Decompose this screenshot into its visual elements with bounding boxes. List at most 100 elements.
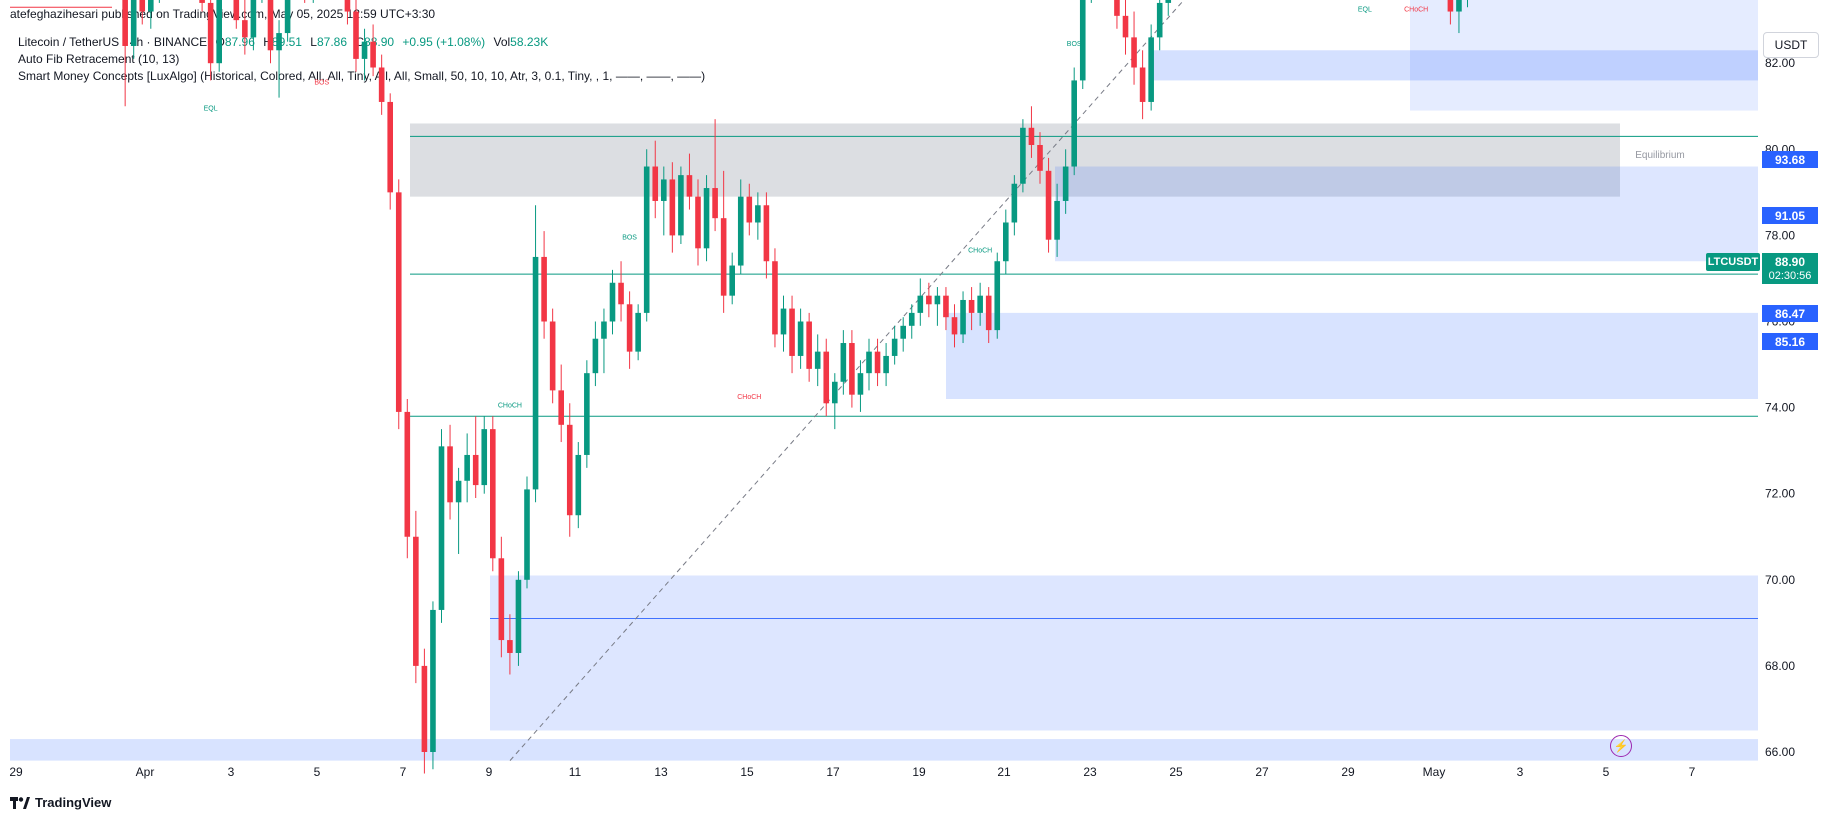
candle-body (1079, 0, 1086, 81)
structure-label: BOS (622, 235, 637, 242)
candle-body (720, 218, 727, 296)
labels-layer: PremiumEquilibriumBOSEQLEQHBOSCHoCHBOSCH… (204, 7, 1685, 410)
candle-body (695, 196, 701, 249)
candle-body (917, 295, 924, 313)
candle-body (1028, 127, 1035, 145)
candle-body (233, 0, 240, 21)
time-axis: 29 Apr 3 5 7 9 11 13 15 17 19 21 23 25 27 29 May 3 5 7 (9, 765, 1695, 779)
candle-body (857, 373, 864, 395)
demand-block-4 (10, 739, 1758, 761)
price-tick-label: 74.00 (1765, 401, 1795, 415)
candle-body (1447, 0, 1454, 12)
candle-body (404, 411, 411, 537)
candle-body (985, 295, 992, 331)
candle-body (746, 196, 753, 223)
price-tag-fib-2: 91.05 (1762, 207, 1818, 224)
candle-body (481, 429, 488, 486)
candle-body (524, 489, 530, 580)
candle-body (284, 0, 291, 34)
time-tick-label: 29 (9, 765, 23, 779)
candle-body (378, 67, 385, 102)
candle-body (250, 0, 257, 38)
candle-body (943, 295, 949, 318)
candle-body (661, 179, 667, 201)
candle-body (575, 454, 582, 516)
tradingview-logo[interactable]: TradingView (10, 795, 111, 810)
candle-body (1165, 0, 1172, 3)
time-tick-label: 27 (1255, 765, 1269, 779)
candle-body (874, 351, 881, 374)
candle-body (763, 205, 770, 262)
structure-label: BOS (314, 80, 329, 87)
candle-body (866, 351, 872, 374)
candle-body (797, 321, 804, 356)
time-tick-label: 11 (569, 765, 582, 779)
candle-body (789, 308, 795, 356)
candle-body (960, 299, 966, 335)
price-tick-label: 70.00 (1765, 573, 1795, 587)
candle-body (139, 0, 146, 12)
time-tick-label: Apr (136, 765, 155, 779)
candle-body (1020, 127, 1026, 184)
chart-legend: Litecoin / TetherUS · 4h · BINANCE O87.9… (18, 34, 705, 85)
price-tick-label: 72.00 (1765, 487, 1795, 501)
candle-body (1011, 183, 1018, 223)
time-tick-label: 3 (1517, 765, 1524, 779)
price-tick-label: 66.00 (1765, 745, 1795, 759)
open-value: 87.96 (224, 35, 255, 49)
candle-body (515, 579, 522, 653)
demand-block-6 (1410, 0, 1758, 111)
candle-body (216, 0, 222, 64)
candle-body (438, 446, 445, 610)
candle-body (1037, 144, 1043, 171)
candle-body (601, 321, 607, 339)
publish-header: atefeghazihesari published on TradingVie… (10, 7, 436, 21)
structure-label: CHoCH (737, 394, 761, 401)
structure-label: CHoCH (1404, 7, 1428, 14)
candle-body (652, 166, 659, 201)
lightning-icon[interactable]: ⚡ (1610, 735, 1632, 757)
candle-body (130, 0, 137, 46)
candle-body (558, 390, 564, 425)
indicator-fib[interactable]: Auto Fib Retracement (10, 13) (18, 52, 180, 66)
time-tick-label: 5 (1603, 765, 1610, 779)
candle-body (584, 373, 590, 455)
indicator-smc[interactable]: Smart Money Concepts [LuxAlgo] (Historic… (18, 69, 706, 83)
candle-body (464, 454, 470, 481)
price-tick-label: 82.00 (1765, 56, 1795, 70)
candle-body (498, 558, 505, 641)
candle-body (430, 609, 436, 752)
candle-body (447, 446, 453, 503)
candle-body (541, 256, 547, 322)
candle-body (353, 11, 359, 59)
candle-body (148, 0, 154, 12)
candle-body (242, 20, 248, 38)
candle-body (609, 282, 616, 322)
candle-body (626, 304, 633, 352)
candle-body (1148, 37, 1154, 102)
last-price: 88.90 (1774, 254, 1806, 269)
candle-body (122, 0, 128, 46)
candle-body (421, 665, 428, 752)
low-value: 87.86 (316, 35, 348, 49)
brand-label: TradingView (35, 795, 112, 810)
price-tag-fib-1: 93.68 (1762, 151, 1818, 168)
currency-selector[interactable]: USDT (1763, 32, 1819, 58)
time-tick-label: 21 (997, 765, 1011, 779)
structure-label: EQL (1358, 7, 1372, 14)
price-tick-label: 68.00 (1765, 659, 1795, 673)
candle-body (832, 381, 838, 404)
candle-body (891, 338, 898, 356)
price-tag-fib-4: 85.16 (1762, 333, 1818, 350)
low-label: L (310, 35, 317, 49)
candle-body (772, 261, 778, 335)
symbol-label[interactable]: Litecoin / TetherUS · 4h · BINANCE (18, 35, 208, 49)
time-tick-label: 7 (400, 765, 407, 779)
candle-body (737, 196, 744, 266)
candle-body (908, 312, 915, 326)
candle-body (549, 321, 556, 391)
candles-layer (122, 0, 1468, 774)
candle-body (472, 454, 479, 486)
demand-block-5 (1150, 50, 1758, 81)
